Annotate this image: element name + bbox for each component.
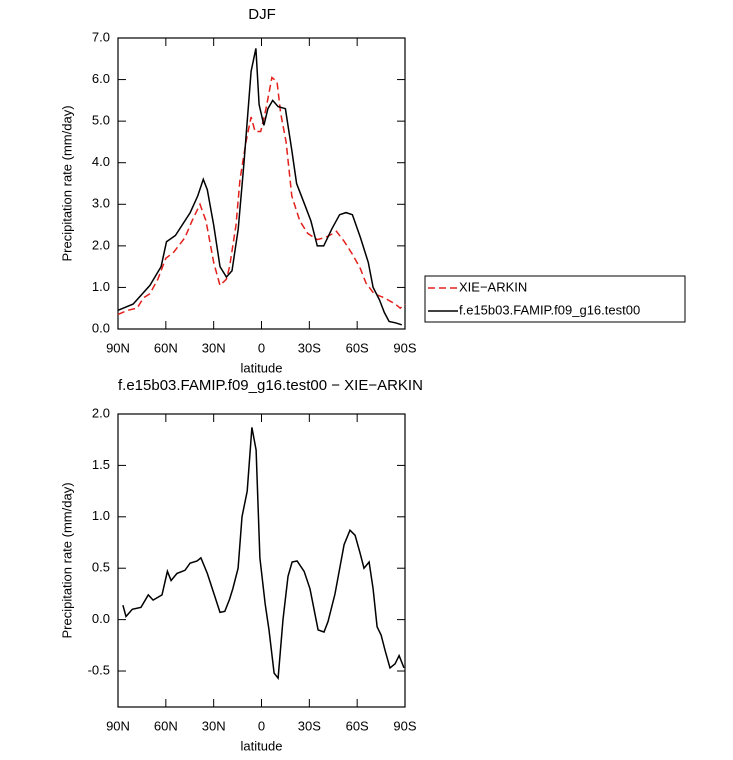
data-line bbox=[117, 48, 403, 326]
x-axis-label: latitude bbox=[241, 738, 283, 753]
x-tick-label: 60N bbox=[154, 718, 178, 733]
y-axis-label: Precipitation rate (mm/day) bbox=[59, 482, 74, 638]
x-tick-label: 90S bbox=[393, 340, 416, 355]
y-tick-label: 1.0 bbox=[92, 508, 110, 523]
legend-label: f.e15b03.FAMIP.f09_g16.test00 bbox=[459, 302, 640, 317]
y-tick-label: 4.0 bbox=[92, 154, 110, 169]
y-tick-label: 1.0 bbox=[92, 279, 110, 294]
y-tick-label: -0.5 bbox=[88, 662, 110, 677]
plot-frame bbox=[117, 37, 406, 330]
x-tick-label: 30S bbox=[298, 718, 321, 733]
x-tick-label: 60N bbox=[154, 340, 178, 355]
x-tick-label: 30N bbox=[202, 718, 226, 733]
y-axis-label: Precipitation rate (mm/day) bbox=[59, 105, 74, 261]
x-tick-label: 0 bbox=[258, 340, 265, 355]
x-tick-label: 60S bbox=[346, 340, 369, 355]
x-tick-label: 0 bbox=[258, 718, 265, 733]
x-tick-label: 90N bbox=[106, 718, 130, 733]
y-tick-label: 5.0 bbox=[92, 113, 110, 128]
y-tick-label: 0.5 bbox=[92, 560, 110, 575]
y-tick-label: 0.0 bbox=[92, 320, 110, 335]
y-tick-label: 2.0 bbox=[92, 237, 110, 252]
y-tick-label: 3.0 bbox=[92, 196, 110, 211]
x-tick-label: 90S bbox=[393, 718, 416, 733]
chart-title: f.e15b03.FAMIP.f09_g16.test00 − XIE−ARKI… bbox=[118, 377, 423, 394]
legend-box bbox=[424, 275, 686, 323]
data-line bbox=[122, 427, 405, 681]
chart-title: DJF bbox=[248, 6, 276, 23]
y-tick-label: 2.0 bbox=[92, 405, 110, 420]
y-tick-label: 7.0 bbox=[92, 29, 110, 44]
legend-label: XIE−ARKIN bbox=[459, 279, 527, 294]
x-tick-label: 30N bbox=[202, 340, 226, 355]
data-line bbox=[117, 76, 406, 316]
x-tick-label: 60S bbox=[346, 718, 369, 733]
x-tick-label: 90N bbox=[106, 340, 130, 355]
y-tick-label: 6.0 bbox=[92, 71, 110, 86]
y-tick-label: 0.0 bbox=[92, 611, 110, 626]
x-tick-label: 30S bbox=[298, 340, 321, 355]
y-tick-label: 1.5 bbox=[92, 457, 110, 472]
x-axis-label: latitude bbox=[241, 360, 283, 375]
